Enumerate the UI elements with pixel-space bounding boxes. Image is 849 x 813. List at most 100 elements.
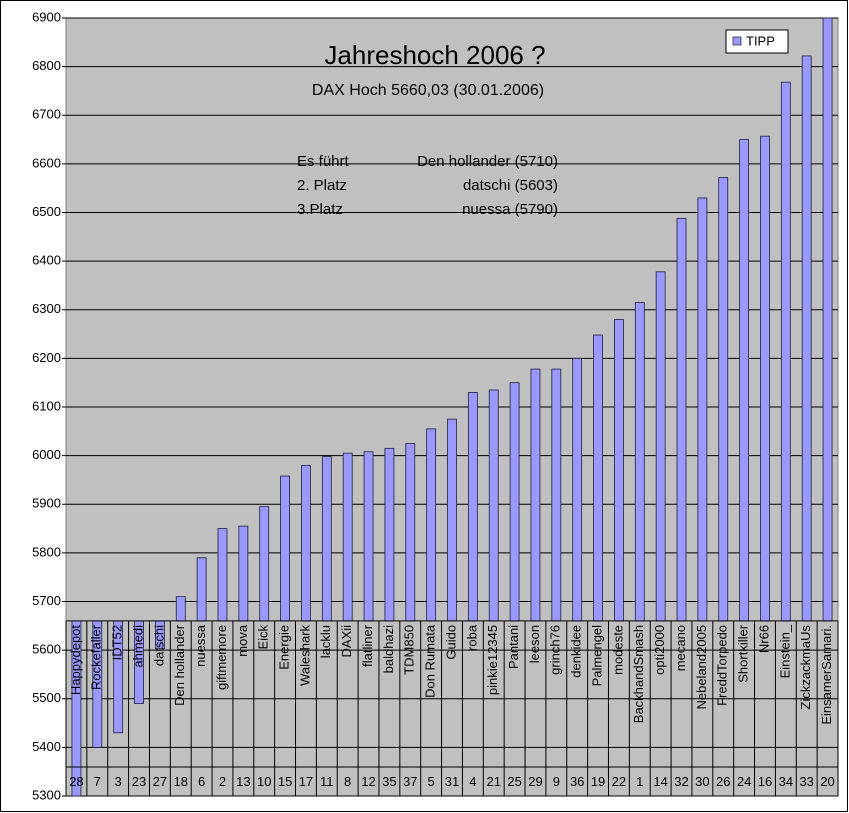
rank-label: 29 xyxy=(528,774,542,789)
rank-label: 36 xyxy=(570,774,584,789)
rank-label: 37 xyxy=(403,774,417,789)
x-tick-label: ZickzackmaUs xyxy=(798,624,813,709)
y-tick-label: 6500 xyxy=(32,204,61,219)
bar xyxy=(780,81,791,622)
annotations: Es führt Den hollander (5710) 2. Platz dats… xyxy=(297,153,558,218)
chart-title: Jahreshoch 2006 ? xyxy=(324,40,545,70)
x-tick-label: pinkie12345 xyxy=(485,625,500,695)
y-tick-label: 5400 xyxy=(32,739,61,754)
bar xyxy=(447,418,457,622)
y-tick-label: 6600 xyxy=(32,155,61,170)
x-tick-label: grinch76 xyxy=(548,625,563,675)
x-tick-label: roba xyxy=(464,624,479,651)
bar xyxy=(530,368,541,622)
x-tick-label: baldhazi xyxy=(381,625,396,674)
chart-subtitle: DAX Hoch 5660,03 (30.01.2006) xyxy=(312,82,544,99)
rank-label: 16 xyxy=(758,774,772,789)
x-tick-label: giftmemore xyxy=(214,625,229,690)
rank-label: 31 xyxy=(445,774,459,789)
y-tick-label: 6200 xyxy=(32,350,61,365)
x-tick-label: leeson xyxy=(527,625,542,663)
x-tick-label: Guido xyxy=(443,625,458,660)
rank-label: 21 xyxy=(486,774,500,789)
bar xyxy=(509,382,520,622)
x-tick-label: denkidee xyxy=(569,625,584,678)
x-tick-label: Nr66 xyxy=(756,625,771,653)
rank-label: 10 xyxy=(257,774,271,789)
rank-label: 9 xyxy=(553,774,560,789)
rank-label: 35 xyxy=(382,774,396,789)
rank-label: 19 xyxy=(591,774,605,789)
rank-label: 3 xyxy=(115,774,122,789)
x-tick-label: Shortkiller xyxy=(736,624,751,682)
bar xyxy=(655,271,666,622)
rank-label: 5 xyxy=(428,774,435,789)
rank-label: 2 xyxy=(219,774,226,789)
bar xyxy=(739,139,750,622)
bar xyxy=(405,443,416,622)
legend-swatch xyxy=(732,36,742,46)
x-tick-label: Rockefaller xyxy=(89,624,104,690)
x-tick-label: nuessa xyxy=(193,624,208,667)
bar xyxy=(593,334,603,622)
x-tick-label: Einstein_ xyxy=(777,624,792,678)
y-tick-label: 6800 xyxy=(32,58,61,73)
bar xyxy=(363,451,374,622)
rank-label: 7 xyxy=(94,774,101,789)
rank-label: 15 xyxy=(278,774,292,789)
annotation-label: Es führt xyxy=(297,153,350,170)
y-tick-label: 5500 xyxy=(32,690,61,705)
bar xyxy=(301,464,311,622)
bar xyxy=(238,525,249,622)
y-tick-label: 5300 xyxy=(32,787,61,802)
bar xyxy=(634,302,645,622)
x-tick-label: Den hollander xyxy=(172,624,187,706)
bar xyxy=(551,368,562,622)
rank-label: 6 xyxy=(198,774,205,789)
bar xyxy=(697,197,708,622)
x-tick-label: opti2000 xyxy=(652,625,667,675)
rank-label: 25 xyxy=(507,774,521,789)
y-tick-label: 5900 xyxy=(32,496,61,511)
rank-label: 34 xyxy=(779,774,793,789)
legend: TIPP xyxy=(725,29,789,54)
rank-label: 28 xyxy=(69,774,83,789)
y-tick-label: 5800 xyxy=(32,544,61,559)
bar xyxy=(614,319,624,622)
bar xyxy=(822,17,833,622)
rank-label: 24 xyxy=(737,774,751,789)
bar xyxy=(718,177,729,622)
bar xyxy=(426,428,437,622)
grid: 5300 5400 5500 5600 5700 5800 5900 6000 6100 6200… xyxy=(32,9,838,802)
y-tick-label: 6400 xyxy=(32,253,61,268)
annotation-label: 3.Platz xyxy=(297,201,343,218)
x-tick-label: flatliner xyxy=(360,624,375,667)
x-tick-label: Energie xyxy=(277,625,292,670)
x-tick-label: modeste xyxy=(610,625,625,675)
bar xyxy=(467,392,478,622)
y-tick-label: 6100 xyxy=(32,398,61,413)
rank-label: 27 xyxy=(153,774,167,789)
x-tick-label: IDT52 xyxy=(110,625,125,660)
y-tick-label: 6300 xyxy=(32,301,61,316)
rank-label: 26 xyxy=(716,774,730,789)
bar xyxy=(175,596,186,622)
bar xyxy=(217,528,228,622)
x-tick-label: Waleshark xyxy=(297,624,312,685)
rank-label: 1 xyxy=(636,774,643,789)
bar xyxy=(801,55,812,622)
bar xyxy=(384,447,395,622)
annotation-value: datschi (5603) xyxy=(463,177,558,194)
x-tick-label: mecano xyxy=(673,625,688,671)
rank-label: 22 xyxy=(612,774,626,789)
x-tick-label: DAXii xyxy=(339,625,354,658)
rank-label: 12 xyxy=(361,774,375,789)
rank-label: 18 xyxy=(174,774,188,789)
y-tick-label: 5700 xyxy=(32,593,61,608)
x-tick-label: Pantani xyxy=(506,625,521,669)
bar xyxy=(676,217,687,622)
annotation-value: Den hollander (5710) xyxy=(417,153,558,170)
rank-label: 4 xyxy=(469,774,476,789)
x-tick-label: datschi xyxy=(151,625,166,666)
